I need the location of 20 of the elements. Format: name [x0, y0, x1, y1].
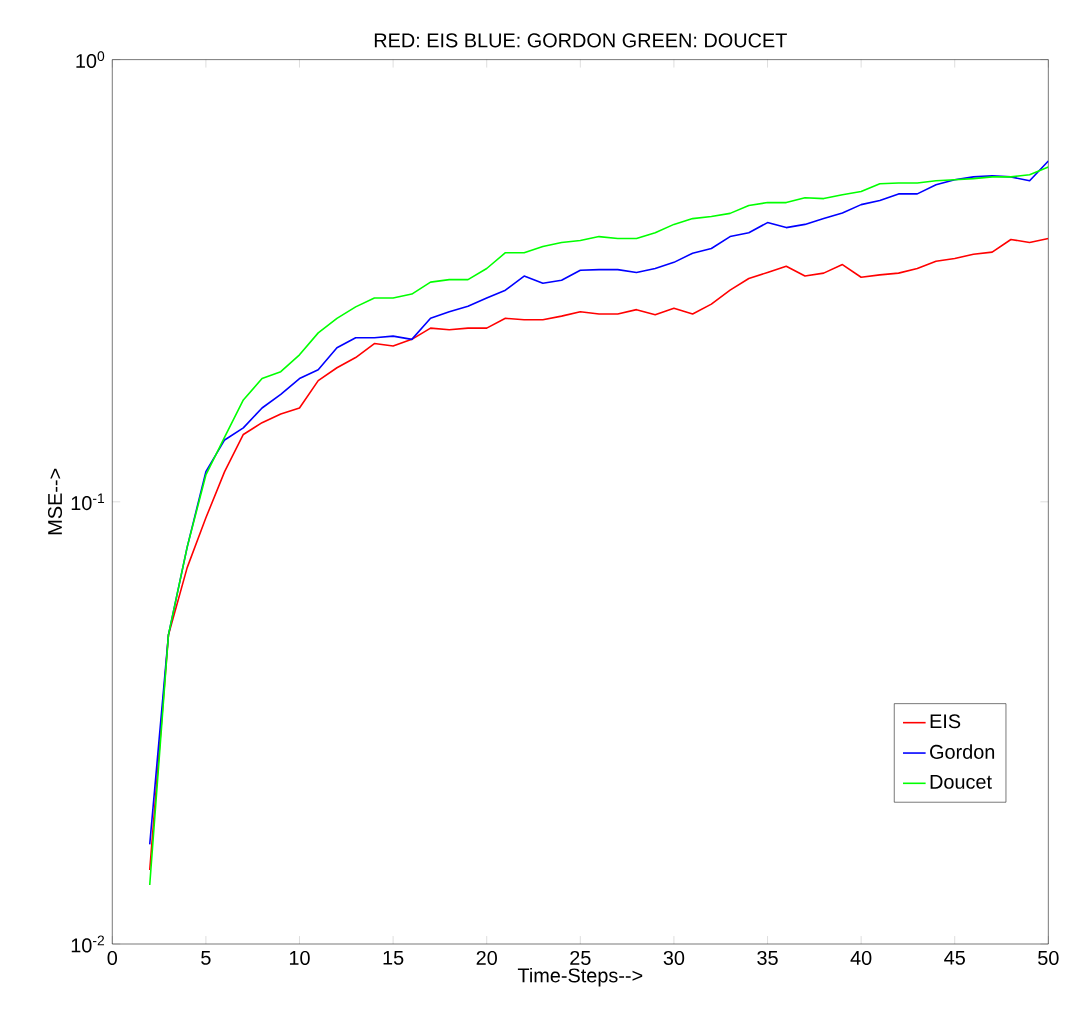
x-tick-label: 20 — [476, 951, 497, 966]
x-tick-label: 40 — [850, 951, 872, 966]
legend-label: Doucet — [930, 775, 992, 790]
x-tick-label: 50 — [1038, 951, 1059, 966]
y-tick-label: 10$^{-1}$ — [71, 493, 105, 511]
x-tick-label: 30 — [663, 951, 685, 966]
chart-title: RED: EIS BLUE: GORDON GREEN: DOUCET — [374, 33, 787, 48]
x-tick-label: 10 — [289, 951, 310, 966]
x-tick-label: 15 — [383, 951, 404, 965]
x-tick-label: 45 — [944, 951, 965, 965]
x-tick-label: 0 — [107, 951, 118, 966]
legend-label: Gordon — [930, 744, 995, 760]
y-tick-label: 10$^{0}$ — [76, 51, 105, 69]
y-axis-title: MSE--> — [47, 469, 63, 535]
x-tick-label: 5 — [201, 951, 211, 965]
x-tick-label: 35 — [757, 951, 778, 966]
x-axis-title: Time-Steps--> — [517, 968, 643, 987]
x-tick-label: 25 — [570, 951, 591, 966]
y-tick-label: 10$^{-2}$ — [71, 935, 105, 953]
legend-label: EIS — [930, 714, 961, 729]
